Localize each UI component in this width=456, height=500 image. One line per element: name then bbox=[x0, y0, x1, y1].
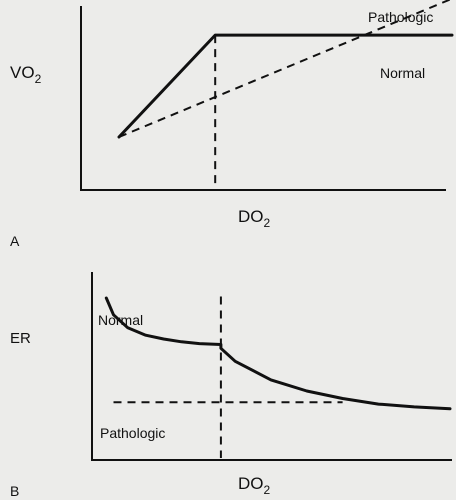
panel-a-tag: A bbox=[10, 233, 20, 249]
panel-b-normal-curve bbox=[104, 296, 452, 411]
panel-b-ylabel: ER bbox=[10, 330, 31, 347]
panel-b-pathologic-label: Pathologic bbox=[100, 425, 165, 441]
panel-b-xlabel: DO2 bbox=[238, 474, 271, 497]
panel-b-normal-label: Normal bbox=[98, 312, 143, 328]
panel-a-pathologic-label: Pathologic bbox=[368, 9, 433, 25]
panel-a-normal-label: Normal bbox=[380, 65, 425, 81]
panel-b-tag: B bbox=[10, 483, 19, 499]
panel-a-normal-line bbox=[117, 33, 454, 139]
panel-a: VO2 DO2 A Normal Pathologic bbox=[10, 0, 454, 249]
panel-a-xlabel: DO2 bbox=[238, 207, 271, 230]
panel-a-pathologic-line bbox=[118, 0, 452, 138]
panel-a-ylabel: VO2 bbox=[10, 63, 42, 86]
panel-b: ER DO2 B Normal Pathologic bbox=[10, 272, 452, 499]
